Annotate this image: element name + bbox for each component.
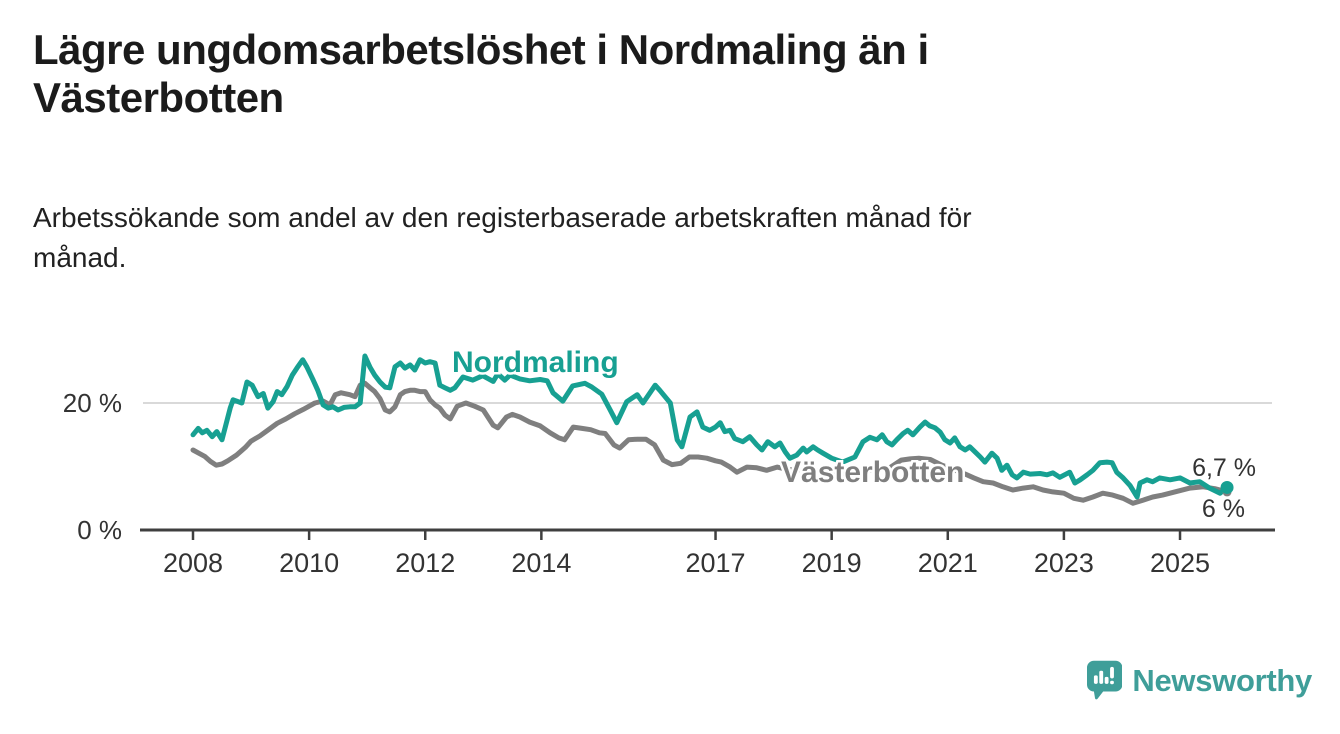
y-tick-label-0: 0 % xyxy=(77,515,122,545)
x-axis-labels: 2008 2010 2012 2014 2017 2019 2021 2023 2025 xyxy=(163,548,1210,578)
x-tick-label-2014: 2014 xyxy=(511,548,571,578)
series-end-dots xyxy=(1220,480,1234,497)
y-axis-labels: 0 % 20 % xyxy=(63,388,122,545)
newsworthy-logo-text: Newsworthy xyxy=(1132,662,1312,698)
x-tick-label-2010: 2010 xyxy=(279,548,339,578)
line-nordmaling xyxy=(190,353,1230,500)
chart-title: Lägre ungdomsarbetslöshet i Nordmaling ä… xyxy=(33,26,929,122)
end-value-label-nordmaling: 6,7 % xyxy=(1192,454,1256,482)
series-label-vasterbotten: Västerbotten xyxy=(781,456,964,489)
newsworthy-brand: Newsworthy xyxy=(1087,655,1312,705)
line-västerbotten xyxy=(190,380,1230,506)
logo-bar-chart-glyph xyxy=(1093,666,1114,685)
series-paths xyxy=(190,353,1230,506)
x-tick-label-2025: 2025 xyxy=(1150,548,1210,578)
x-tick-label-2017: 2017 xyxy=(686,548,746,578)
newsworthy-logo-icon xyxy=(1087,660,1123,700)
series-label-nordmaling: Nordmaling xyxy=(452,346,619,379)
x-axis-ticks xyxy=(191,530,1182,540)
x-tick-label-2023: 2023 xyxy=(1034,548,1094,578)
chart-subtitle: Arbetssökande som andel av den registerb… xyxy=(33,202,972,273)
x-tick-label-2012: 2012 xyxy=(395,548,455,578)
x-tick-label-2019: 2019 xyxy=(802,548,862,578)
x-tick-label-2008: 2008 xyxy=(163,548,223,578)
y-tick-label-20: 20 % xyxy=(63,388,122,418)
x-tick-label-2021: 2021 xyxy=(918,548,978,578)
end-dot-nordmaling xyxy=(1220,480,1234,494)
end-value-label-vasterbotten: 6 % xyxy=(1202,495,1245,523)
